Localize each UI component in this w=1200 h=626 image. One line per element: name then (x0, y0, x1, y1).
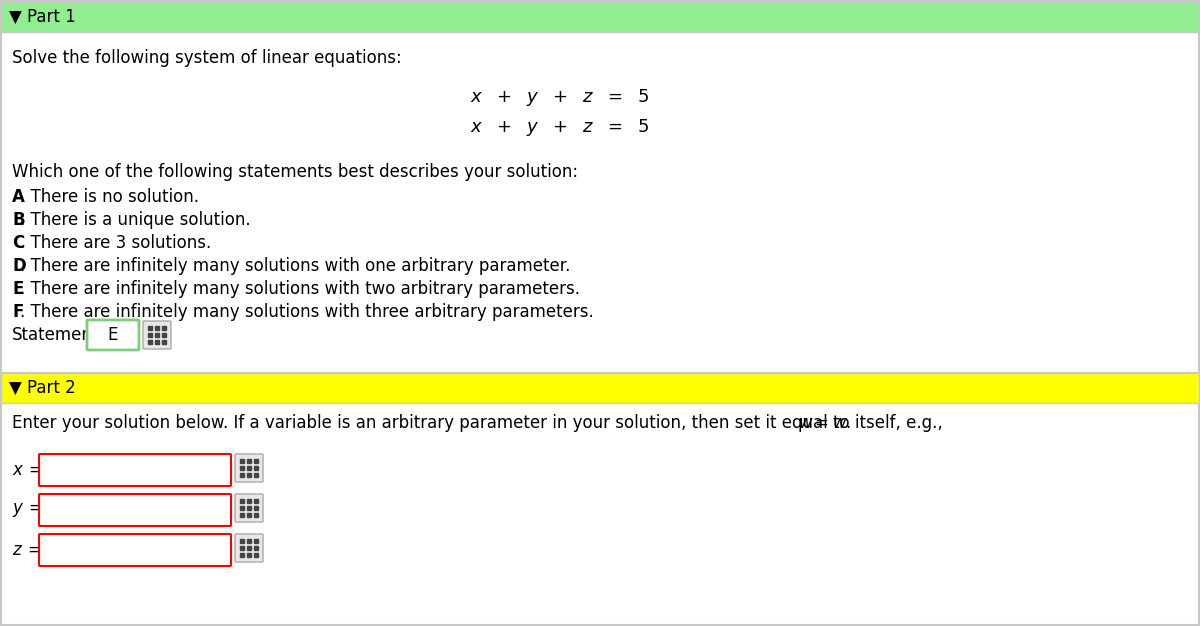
Text: B: B (12, 211, 25, 229)
Text: . There are 3 solutions.: . There are 3 solutions. (20, 234, 211, 252)
Text: . There are infinitely many solutions with two arbitrary parameters.: . There are infinitely many solutions wi… (20, 280, 580, 298)
Text: . There are infinitely many solutions with three arbitrary parameters.: . There are infinitely many solutions wi… (20, 303, 594, 321)
Text: . There is a unique solution.: . There is a unique solution. (20, 211, 251, 229)
Text: $x\ \ +\ \ y\ \ +\ \ z\ \ =\ \ 5$: $x\ \ +\ \ y\ \ +\ \ z\ \ =\ \ 5$ (470, 116, 649, 138)
Text: Enter your solution below. If a variable is an arbitrary parameter in your solut: Enter your solution below. If a variable… (12, 414, 948, 432)
Text: . There is no solution.: . There is no solution. (20, 188, 199, 206)
FancyBboxPatch shape (38, 494, 230, 526)
Text: $x\ \ +\ \ y\ \ +\ \ z\ \ =\ \ 5$: $x\ \ +\ \ y\ \ +\ \ z\ \ =\ \ 5$ (470, 86, 649, 108)
Text: Solve the following system of linear equations:: Solve the following system of linear equ… (12, 49, 402, 67)
FancyBboxPatch shape (235, 534, 263, 562)
FancyBboxPatch shape (38, 534, 230, 566)
FancyBboxPatch shape (235, 494, 263, 522)
Bar (1, 372, 1199, 373)
Text: C: C (12, 234, 24, 252)
FancyBboxPatch shape (235, 454, 263, 482)
Text: ▼ Part 2: ▼ Part 2 (10, 379, 76, 397)
Text: E: E (12, 280, 23, 298)
Text: $w = w.$: $w = w.$ (798, 414, 851, 432)
Text: F: F (12, 303, 23, 321)
Text: . There are infinitely many solutions with one arbitrary parameter.: . There are infinitely many solutions wi… (20, 257, 570, 275)
Text: D: D (12, 257, 25, 275)
Text: $x =$: $x =$ (12, 461, 43, 479)
Text: A: A (12, 188, 25, 206)
Text: $y =$: $y =$ (12, 501, 43, 519)
Text: Which one of the following statements best describes your solution:: Which one of the following statements be… (12, 163, 578, 181)
FancyBboxPatch shape (143, 321, 172, 349)
Bar (1, 373, 1199, 403)
FancyBboxPatch shape (38, 454, 230, 486)
Text: ▼ Part 1: ▼ Part 1 (10, 8, 76, 26)
Text: E: E (108, 326, 118, 344)
FancyBboxPatch shape (88, 320, 139, 350)
Text: Statement:: Statement: (12, 326, 106, 344)
Text: $z =$: $z =$ (12, 541, 42, 559)
Bar (1, 2, 1199, 32)
